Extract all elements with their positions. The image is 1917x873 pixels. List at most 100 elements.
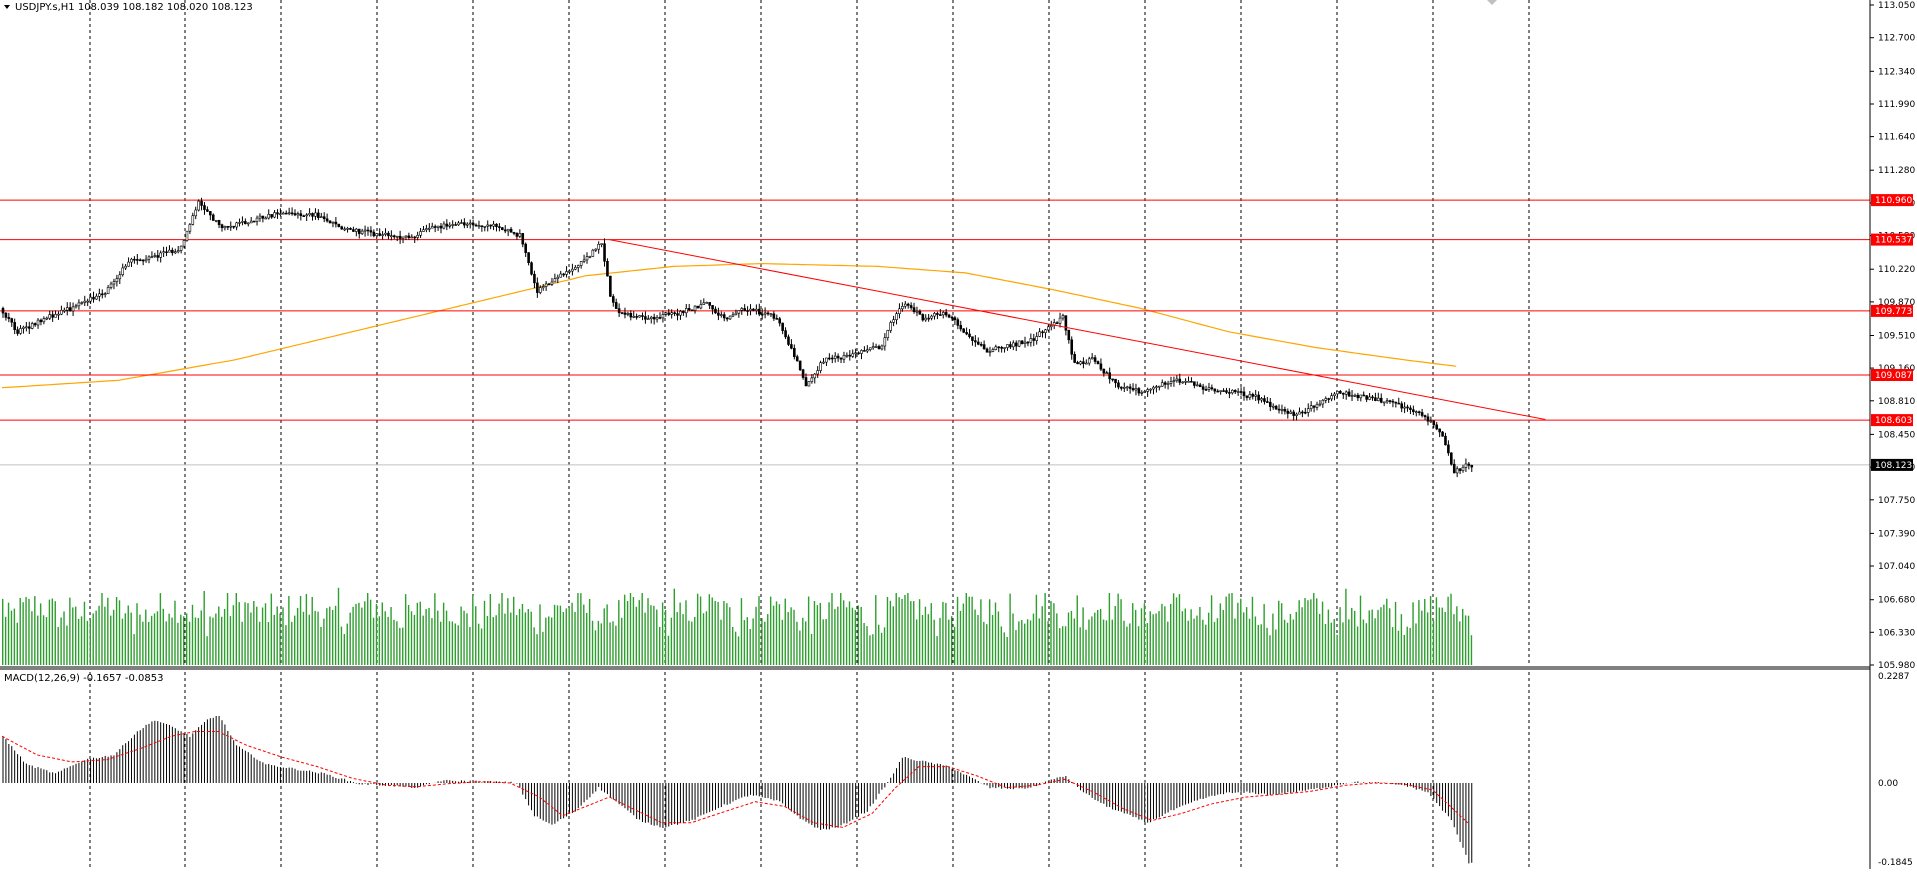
price-tick-label: 111.640: [1878, 133, 1915, 143]
candle-body: [536, 282, 539, 293]
candle-body: [968, 333, 971, 338]
volume-bar: [793, 609, 795, 665]
candle-body: [392, 235, 396, 238]
volume-bar: [597, 620, 600, 665]
volume-bar: [1099, 608, 1102, 665]
volume-bar: [1321, 601, 1324, 665]
volume-bar: [130, 612, 132, 665]
candle-body: [763, 312, 767, 315]
volume-bar: [142, 621, 144, 665]
volume-bar: [939, 617, 941, 665]
volume-bar: [492, 617, 494, 665]
candle-body: [1166, 383, 1170, 385]
moving-average-line[interactable]: [1, 262, 1457, 389]
candle-body: [541, 286, 545, 289]
menu-triangle-icon[interactable]: [4, 5, 10, 9]
candle-body: [614, 302, 618, 309]
volume-bar: [872, 634, 874, 665]
candle-body: [357, 228, 361, 234]
candle-body: [498, 226, 501, 228]
volume-bar: [737, 636, 740, 665]
volume-bar: [276, 606, 278, 665]
volume-bar: [1345, 588, 1347, 665]
candle-body: [229, 225, 233, 228]
volume-bar: [1415, 623, 1417, 665]
volume-bar: [1216, 618, 1219, 665]
volume-bar: [1149, 611, 1151, 665]
candle-body: [1365, 395, 1368, 400]
candle-body: [1020, 340, 1024, 344]
candle-body: [343, 228, 346, 231]
volume-bar: [1044, 593, 1046, 665]
candle-body: [1283, 408, 1287, 412]
volume-bar: [1184, 608, 1186, 665]
candle-body: [1012, 342, 1015, 348]
volume-bar: [968, 596, 970, 665]
volume-bar: [656, 609, 658, 665]
candle-body: [162, 251, 165, 254]
candle-body: [909, 305, 913, 308]
candle-body: [419, 231, 422, 236]
volume-bar: [472, 595, 474, 665]
candle-body: [261, 215, 265, 219]
candle-body: [562, 273, 565, 276]
candle-body: [454, 224, 457, 226]
volume-bar: [799, 630, 801, 665]
candle-body: [1090, 357, 1094, 360]
volume-bar: [1324, 624, 1327, 665]
volume-bar: [1301, 607, 1303, 665]
volume-bar: [124, 613, 127, 665]
symbol-info: USDJPY.s,H1 108.039 108.182 108.020 108.…: [15, 2, 253, 13]
volume-bar: [880, 632, 883, 665]
candle-body: [252, 220, 256, 223]
candle-body: [1114, 378, 1117, 384]
candle-body: [871, 346, 875, 349]
volume-bar: [539, 604, 541, 665]
candle-body: [702, 302, 706, 305]
volume-bar: [1278, 600, 1280, 665]
candle-body: [471, 222, 475, 226]
candle-body: [576, 265, 580, 268]
candle-body: [398, 235, 402, 239]
horizontal-levels[interactable]: [0, 199, 1870, 466]
candle-body: [810, 377, 814, 382]
volume-bar: [13, 608, 16, 665]
volume-bar: [1158, 611, 1160, 665]
candle-body: [939, 314, 942, 316]
candle-body: [1239, 391, 1243, 393]
volume-bar: [729, 607, 731, 665]
volume-bar: [454, 623, 456, 665]
volume-bar: [89, 619, 91, 665]
trendline-group[interactable]: [609, 239, 1546, 420]
volume-bar: [22, 602, 24, 665]
candle-body: [381, 234, 384, 236]
candle-body: [944, 312, 948, 316]
trendline[interactable]: [609, 239, 1546, 420]
volume-bar: [1205, 624, 1207, 665]
candle-body: [1242, 391, 1246, 397]
candle-body: [33, 323, 37, 326]
volume-bar: [1067, 612, 1070, 665]
volume-bar: [48, 599, 51, 665]
candle-body: [1152, 386, 1155, 390]
volume-bar: [796, 621, 798, 665]
candle-body: [1306, 408, 1310, 413]
candle-body: [749, 308, 752, 311]
panel-separator[interactable]: [0, 666, 1870, 670]
candle-body: [985, 348, 989, 353]
candle-body: [387, 232, 390, 237]
volume-bar: [367, 593, 369, 665]
volume-bar: [1146, 623, 1149, 665]
volume-bar: [772, 605, 775, 665]
candle-body: [4, 312, 8, 318]
candle-body: [1371, 396, 1374, 399]
volume-bar: [1377, 609, 1379, 665]
volume-bar: [1304, 598, 1306, 665]
volume-bar: [477, 623, 480, 665]
candle-body: [921, 314, 925, 321]
candle-body: [1172, 380, 1176, 383]
candle-body: [1023, 341, 1027, 345]
candle-body: [1070, 339, 1074, 355]
volume-bar: [463, 610, 465, 665]
